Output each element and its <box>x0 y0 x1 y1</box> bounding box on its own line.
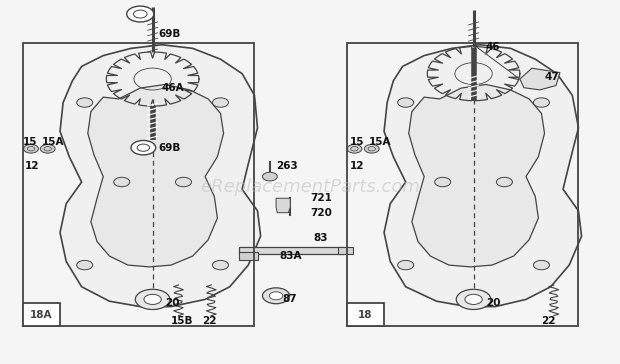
Circle shape <box>24 145 38 153</box>
Circle shape <box>175 177 192 187</box>
Circle shape <box>435 177 451 187</box>
Circle shape <box>497 177 513 187</box>
Bar <box>23 43 254 327</box>
Circle shape <box>131 141 156 155</box>
Text: 721: 721 <box>310 193 332 203</box>
Polygon shape <box>60 45 260 306</box>
Text: 18A: 18A <box>30 310 53 320</box>
FancyBboxPatch shape <box>347 303 384 327</box>
Polygon shape <box>239 247 344 254</box>
Polygon shape <box>384 45 582 306</box>
Bar <box>347 43 578 327</box>
Polygon shape <box>88 84 224 267</box>
Circle shape <box>465 294 482 304</box>
Circle shape <box>262 172 277 181</box>
Text: 22: 22 <box>202 316 216 326</box>
Polygon shape <box>276 198 290 213</box>
Polygon shape <box>409 84 544 267</box>
Text: 15A: 15A <box>369 137 391 147</box>
Text: 15: 15 <box>23 137 37 147</box>
Circle shape <box>126 6 154 22</box>
Text: 83A: 83A <box>279 251 302 261</box>
Circle shape <box>269 292 283 300</box>
Polygon shape <box>520 68 560 90</box>
Text: 20: 20 <box>486 298 500 308</box>
Text: 15B: 15B <box>171 316 193 326</box>
Polygon shape <box>338 247 353 254</box>
Circle shape <box>533 98 549 107</box>
Text: 69B: 69B <box>159 29 181 39</box>
Text: 69B: 69B <box>159 143 181 153</box>
Circle shape <box>77 260 93 270</box>
Text: 12: 12 <box>25 161 39 171</box>
Text: 83: 83 <box>313 233 327 243</box>
Text: 720: 720 <box>310 208 332 218</box>
Circle shape <box>113 177 130 187</box>
Circle shape <box>40 145 55 153</box>
Text: 46: 46 <box>486 41 500 52</box>
Text: 22: 22 <box>541 316 556 326</box>
Text: 87: 87 <box>282 294 297 304</box>
Circle shape <box>397 260 414 270</box>
Circle shape <box>262 288 290 304</box>
Text: 12: 12 <box>350 161 365 171</box>
Circle shape <box>533 260 549 270</box>
Text: 18: 18 <box>358 310 373 320</box>
Circle shape <box>144 294 161 304</box>
Circle shape <box>213 260 229 270</box>
Text: 47: 47 <box>544 72 559 82</box>
Circle shape <box>213 98 229 107</box>
Text: 46A: 46A <box>162 83 185 93</box>
Text: eReplacementParts.com: eReplacementParts.com <box>200 178 420 197</box>
FancyBboxPatch shape <box>23 303 60 327</box>
Circle shape <box>347 145 362 153</box>
Circle shape <box>365 145 379 153</box>
Circle shape <box>456 289 491 309</box>
Text: 263: 263 <box>276 161 298 171</box>
Circle shape <box>135 289 170 309</box>
Circle shape <box>77 98 93 107</box>
Text: 15A: 15A <box>42 137 64 147</box>
Text: 15: 15 <box>350 137 365 147</box>
Text: 20: 20 <box>165 298 179 308</box>
Circle shape <box>397 98 414 107</box>
Polygon shape <box>239 253 257 260</box>
